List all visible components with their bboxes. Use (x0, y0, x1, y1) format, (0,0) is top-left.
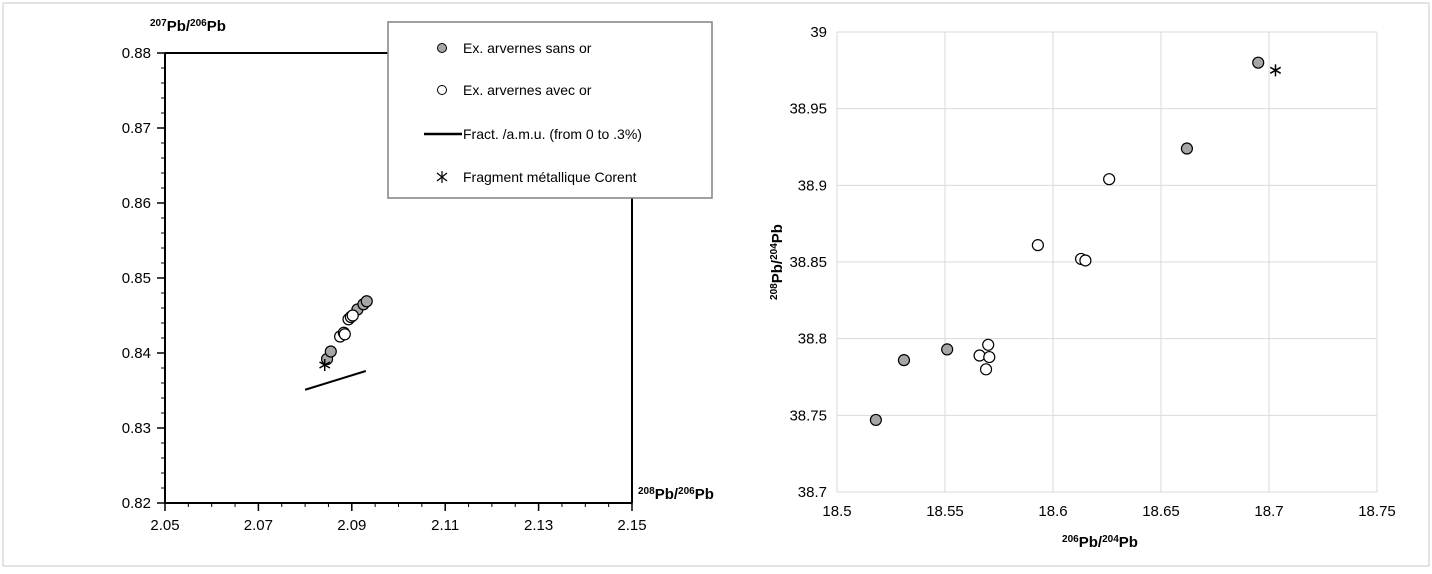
right-x-tick-label: 18.65 (1142, 503, 1180, 520)
left-y-tick-label: 0.88 (122, 45, 151, 62)
left-x-axis-title: 208Pb/206Pb (638, 486, 714, 504)
left-x-tick-label: 2.11 (431, 517, 459, 534)
right-x-axis-title-iso1: 206 (1062, 534, 1079, 545)
right-data-marks (870, 57, 1280, 425)
left-y-tick-label: 0.84 (122, 345, 151, 362)
right-y-tick-label: 38.9 (798, 177, 827, 194)
right-x-tick-label: 18.7 (1254, 503, 1283, 520)
left-point-series-1 (347, 310, 358, 321)
right-x-tick-label: 18.5 (822, 503, 851, 520)
right-x-axis-title-base: Pb/ (1079, 534, 1103, 551)
left-data-marks (305, 296, 372, 390)
left-y-tick-label: 0.85 (122, 270, 151, 287)
legend-label-avec-or: Ex. arvernes avec or (463, 82, 592, 98)
left-point-series-0 (361, 296, 372, 307)
right-point-series-1 (1032, 240, 1043, 251)
left-fractionation-line (305, 371, 366, 390)
right-y-axis-title-iso1: 208 (769, 283, 780, 300)
legend-gray-circle-icon (438, 44, 447, 53)
right-y-tick-label: 39 (810, 24, 827, 41)
right-y-axis-title: 208Pb/204Pb (769, 224, 787, 300)
right-y-axis-title-tail: Pb (769, 224, 786, 243)
left-x-axis-title-base: Pb/ (655, 486, 679, 503)
right-point-series-0 (1253, 57, 1264, 68)
right-y-axis-title-base: Pb/ (769, 259, 786, 283)
legend-label-fragment: Fragment métallique Corent (463, 169, 637, 185)
right-point-series-0 (1181, 143, 1192, 154)
left-point-series-0 (325, 346, 336, 357)
left-y-axis-title: 207Pb/206Pb (150, 18, 226, 36)
left-y-axis-title-iso1: 207 (150, 18, 167, 29)
right-y-tick-label: 38.8 (798, 331, 827, 348)
left-x-axis-title-tail: Pb (695, 486, 714, 503)
legend: Ex. arvernes sans or Ex. arvernes avec o… (388, 22, 712, 198)
left-y-axis-title-iso2: 206 (190, 18, 207, 29)
left-point-series-1 (339, 329, 350, 340)
legend-open-circle-icon (438, 86, 447, 95)
right-point-series-0 (898, 355, 909, 366)
left-x-tick-label: 2.05 (150, 517, 179, 534)
right-point-series-0 (942, 344, 953, 355)
left-x-axis-title-iso1: 208 (638, 486, 655, 497)
right-y-axis-title-iso2: 204 (769, 243, 780, 260)
left-y-tick-label: 0.83 (122, 420, 151, 437)
right-x-tick-label: 18.75 (1358, 503, 1396, 520)
right-point-series-1 (1080, 255, 1091, 266)
right-gridlines (837, 32, 1377, 492)
right-x-axis-title-tail: Pb (1119, 534, 1138, 551)
legend-label-fract: Fract. /a.m.u. (from 0 to .3%) (463, 126, 642, 142)
figure-frame (3, 3, 1429, 566)
right-point-series-0 (870, 414, 881, 425)
right-point-series-2 (1270, 64, 1280, 76)
left-y-axis-title-base: Pb/ (167, 18, 191, 35)
right-y-tick-label: 38.75 (789, 407, 827, 424)
right-y-tick-label: 38.95 (789, 101, 827, 118)
right-tick-labels: 18.5 18.55 18.6 18.65 18.7 18.75 38.7 38.75 38.8… (789, 24, 1395, 520)
left-x-tick-label: 2.15 (617, 517, 646, 534)
left-x-tick-label: 2.13 (524, 517, 553, 534)
right-point-series-1 (1104, 174, 1115, 185)
right-y-tick-label: 38.7 (798, 484, 827, 501)
left-y-tick-label: 0.87 (122, 120, 151, 137)
right-point-series-1 (983, 339, 994, 350)
left-y-tick-label: 0.86 (122, 195, 151, 212)
left-chart: 2.05 2.07 2.09 2.11 2.13 2.15 0.82 0.83 0.84 0.85… (122, 18, 714, 535)
right-x-tick-label: 18.55 (926, 503, 964, 520)
right-x-axis-title-iso2: 204 (1102, 534, 1119, 545)
right-x-tick-label: 18.6 (1038, 503, 1067, 520)
right-point-series-1 (981, 364, 992, 375)
right-chart: 18.5 18.55 18.6 18.65 18.7 18.75 38.7 38.75 38.8… (769, 24, 1396, 551)
right-point-series-1 (984, 352, 995, 363)
left-x-tick-label: 2.07 (244, 517, 273, 534)
left-x-axis-title-iso2: 206 (678, 486, 695, 497)
left-y-tick-label: 0.82 (122, 495, 151, 512)
right-x-axis-title: 206Pb/204Pb (1062, 534, 1138, 552)
left-y-axis-title-tail: Pb (207, 18, 226, 35)
legend-label-sans-or: Ex. arvernes sans or (463, 40, 592, 56)
right-y-tick-label: 38.85 (789, 254, 827, 271)
left-x-tick-label: 2.09 (337, 517, 366, 534)
